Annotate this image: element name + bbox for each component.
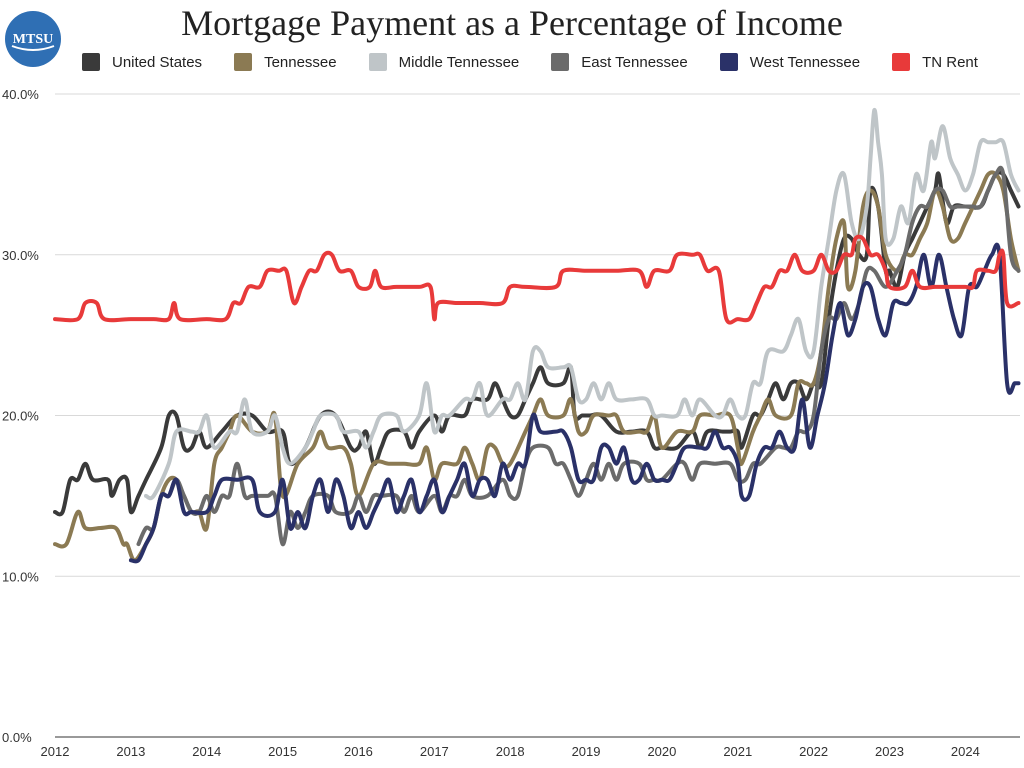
logo-text: MTSU [13,32,53,47]
x-tick-label: 2019 [572,744,601,759]
chart-title: Mortgage Payment as a Percentage of Inco… [181,3,843,43]
series-line-tennessee [53,170,1021,563]
series-line-united-states [53,170,1021,517]
x-tick-label: 2018 [496,744,525,759]
y-tick-label: 10.0% [2,569,39,584]
legend-label: Tennessee [264,53,337,71]
x-tick-label: 2015 [268,744,297,759]
legend-item: United States [82,53,202,71]
legend-swatch [892,53,911,71]
series-line-tn-rent [53,234,1021,325]
x-axis-tick-labels: 2012 2013 2014 2015 2016 2017 2018 2019 2020 2021… [41,744,980,759]
x-tick-label: 2016 [344,744,373,759]
mtsu-logo: MTSU [5,11,61,67]
legend-item: Middle Tennessee [368,53,520,71]
x-tick-label: 2022 [799,744,828,759]
x-tick-label: 2020 [647,744,676,759]
y-tick-label: 20.0% [2,409,39,424]
x-tick-label: 2023 [875,744,904,759]
chart-legend: United States Tennessee Middle Tennessee Ea… [82,53,1010,71]
legend-swatch [719,53,738,71]
legend-item: West Tennessee [719,53,861,71]
series-lines [53,108,1021,564]
legend-label: East Tennessee [581,53,688,71]
x-tick-label: 2021 [723,744,752,759]
x-tick-label: 2014 [192,744,221,759]
y-axis-tick-labels: 0.0% 10.0% 20.0% 30.0% 40.0% [2,87,39,745]
y-tick-label: 0.0% [2,730,32,745]
legend-label: TN Rent [922,53,978,71]
x-tick-label: 2024 [951,744,980,759]
legend-item: Tennessee [234,53,337,71]
x-tick-label: 2013 [116,744,145,759]
series-line-east-tennessee [136,165,1021,547]
legend-label: Middle Tennessee [398,53,520,71]
legend-label: United States [112,53,203,71]
legend-label: West Tennessee [749,53,861,71]
series-line-middle-tennessee [144,108,1021,501]
y-tick-label: 30.0% [2,248,39,263]
legend-item: TN Rent [892,53,978,71]
legend-swatch [234,53,253,71]
legend-swatch [551,53,570,71]
x-tick-label: 2017 [420,744,449,759]
legend-swatch [82,53,100,71]
x-tick-label: 2012 [41,744,70,759]
series-line-west-tennessee [128,242,1021,564]
y-tick-label: 40.0% [2,87,39,102]
legend-swatch [368,53,387,71]
legend-item: East Tennessee [551,53,688,71]
